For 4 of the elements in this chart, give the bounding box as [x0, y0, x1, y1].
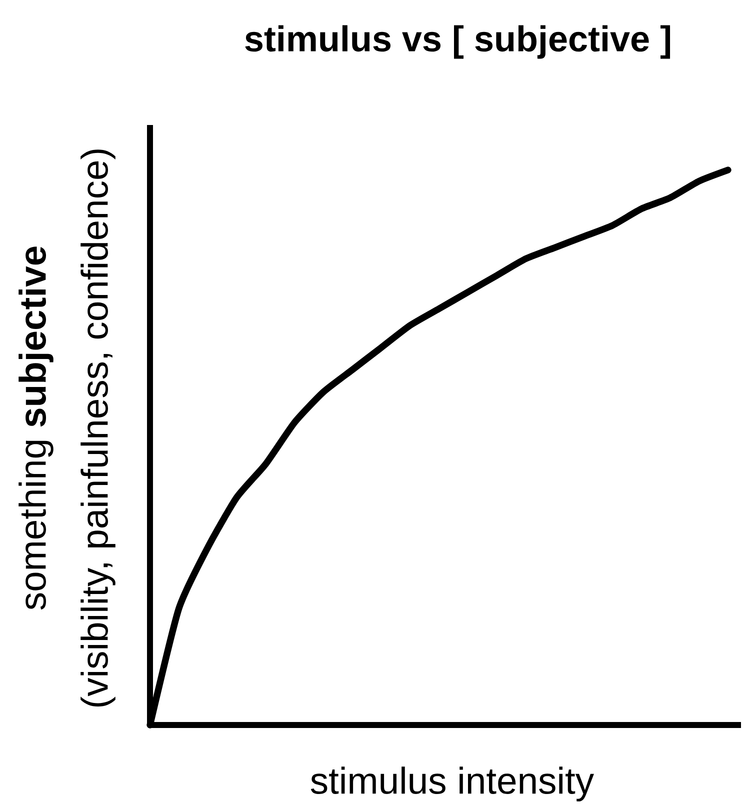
- x-axis-title: stimulus intensity: [310, 766, 594, 802]
- y-axis-title: something subjective: [18, 246, 54, 610]
- chart-title: stimulus vs [ subjective ]: [245, 25, 670, 59]
- text: (visibility, painfulness, confidence): [80, 150, 116, 706]
